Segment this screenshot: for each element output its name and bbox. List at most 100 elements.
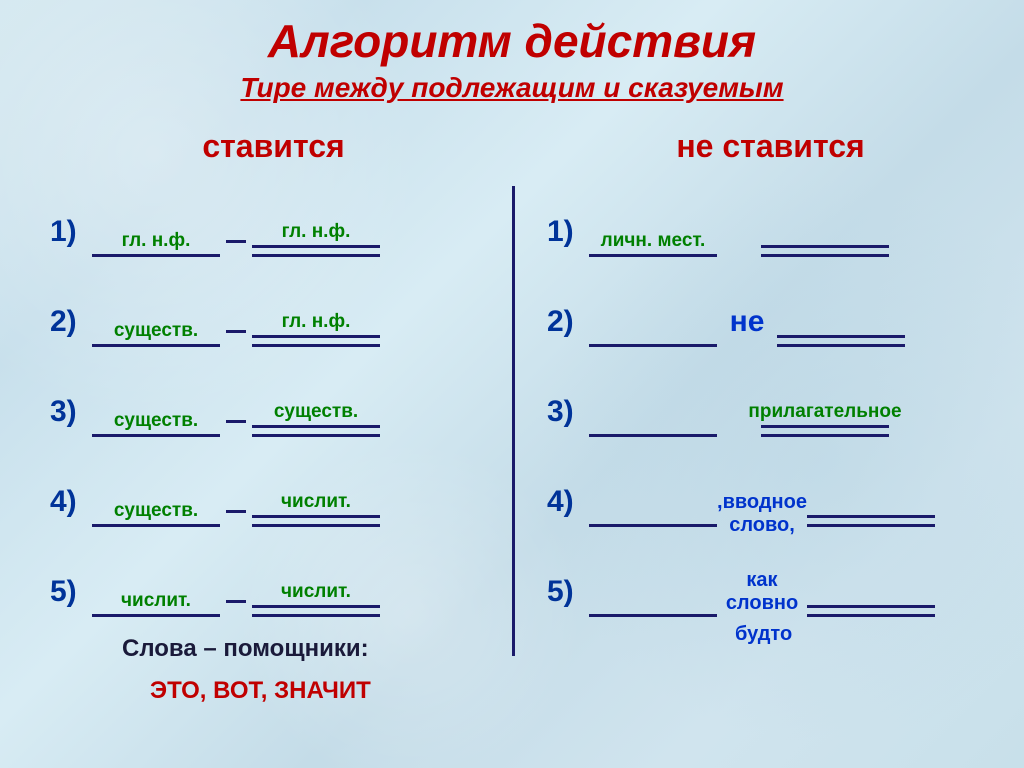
subject-cell: существ. <box>92 500 220 527</box>
dash-cell <box>220 319 252 347</box>
predicate-label: существ. <box>274 401 358 423</box>
predicate-underline <box>761 425 889 437</box>
middle-cell: каксловно <box>717 569 807 617</box>
left-row: 1) гл. н.ф. гл. н.ф. <box>50 179 497 257</box>
dash-mark <box>226 510 246 513</box>
helpers-block: Слова – помощники: ЭТО, ВОТ, ЗНАЧИТ <box>122 635 497 705</box>
subject-underline <box>92 344 220 347</box>
predicate-underline <box>252 515 380 527</box>
row-number: 2) <box>50 305 92 347</box>
predicate-cell <box>807 515 935 527</box>
left-row: 4)существ. числит. <box>50 449 497 527</box>
subject-cell <box>589 614 717 617</box>
subject-underline <box>92 614 220 617</box>
row-number: 4) <box>50 485 92 527</box>
middle-cell: ,вводноеслово, <box>717 491 807 539</box>
predicate-cell: числит. <box>252 491 380 527</box>
subject-underline <box>589 524 717 527</box>
left-head: ставится <box>50 128 497 165</box>
right-row: 4),вводноеслово, <box>547 449 994 527</box>
columns-wrap: ставится 1) гл. н.ф. гл. н.ф. 2) существ. гл.… <box>0 128 1024 705</box>
left-row: 5) числит. числит. <box>50 539 497 617</box>
row-number: 2) <box>547 305 589 347</box>
row-number: 1) <box>547 215 589 257</box>
predicate-cell: числит. <box>252 581 380 617</box>
predicate-underline <box>252 605 380 617</box>
row-number: 5) <box>547 575 589 617</box>
predicate-label: числит. <box>281 491 351 513</box>
dash-cell <box>220 409 252 437</box>
predicate-underline <box>252 245 380 257</box>
subject-underline <box>92 254 220 257</box>
predicate-underline <box>807 515 935 527</box>
subject-underline <box>589 254 717 257</box>
middle-text: слово, <box>729 514 795 537</box>
middle-cell: не <box>717 305 777 347</box>
dash-cell <box>220 229 252 257</box>
left-row: 2) существ. гл. н.ф. <box>50 269 497 347</box>
helpers-title: Слова – помощники: <box>122 635 497 663</box>
predicate-cell <box>777 335 905 347</box>
row-number: 4) <box>547 485 589 527</box>
row-number: 3) <box>50 395 92 437</box>
dash-mark <box>226 420 246 423</box>
predicate-label: числит. <box>281 581 351 603</box>
predicate-underline <box>807 605 935 617</box>
predicate-label: гл. н.ф. <box>282 311 351 333</box>
middle-text: ,вводное <box>717 491 807 514</box>
subject-cell <box>589 434 717 437</box>
left-row: 3) существ. существ. <box>50 359 497 437</box>
subject-cell: личн. мест. <box>589 230 717 257</box>
predicate-underline <box>252 425 380 437</box>
dash-mark <box>226 240 246 243</box>
predicate-cell <box>761 245 889 257</box>
main-title: Алгоритм действия <box>0 0 1024 68</box>
predicate-cell: прилагательное <box>761 401 889 437</box>
subject-label: существ. <box>114 410 198 432</box>
right-row: 1) личн. мест. <box>547 179 994 257</box>
subject-label: личн. мест. <box>601 230 706 252</box>
predicate-cell: гл. н.ф. <box>252 311 380 347</box>
subject-cell: числит. <box>92 590 220 617</box>
subtitle: Тире между подлежащим и сказуемым <box>0 72 1024 104</box>
predicate-cell: гл. н.ф. <box>252 221 380 257</box>
right-head: не ставится <box>547 128 994 165</box>
row-number: 5) <box>50 575 92 617</box>
subject-label: существ. <box>114 320 198 342</box>
predicate-cell <box>807 605 935 617</box>
predicate-label: гл. н.ф. <box>282 221 351 243</box>
subject-underline <box>92 434 220 437</box>
middle-text: словно <box>726 592 798 615</box>
predicate-underline <box>777 335 905 347</box>
predicate-underline <box>252 335 380 347</box>
middle-text: не <box>730 305 765 345</box>
middle-cell <box>717 435 761 437</box>
subject-underline <box>589 344 717 347</box>
right-column: не ставится 1) личн. мест. 2) не 3) прилагате… <box>517 128 994 705</box>
subject-label: гл. н.ф. <box>122 230 191 252</box>
row-number: 3) <box>547 395 589 437</box>
subject-underline <box>92 524 220 527</box>
subject-cell <box>589 524 717 527</box>
subject-cell <box>589 344 717 347</box>
subject-cell: гл. н.ф. <box>92 230 220 257</box>
helpers-words: ЭТО, ВОТ, ЗНАЧИТ <box>150 677 497 705</box>
row-number: 1) <box>50 215 92 257</box>
dash-mark <box>226 330 246 333</box>
right-row: 5) каксловно <box>547 539 994 617</box>
middle-text: как <box>746 569 777 592</box>
left-column: ставится 1) гл. н.ф. гл. н.ф. 2) существ. гл.… <box>50 128 517 705</box>
dash-cell <box>220 499 252 527</box>
subject-cell: существ. <box>92 410 220 437</box>
dash-mark <box>226 600 246 603</box>
trailing-text: будто <box>735 623 994 646</box>
subject-underline <box>589 614 717 617</box>
subject-underline <box>589 434 717 437</box>
middle-cell <box>717 255 761 257</box>
subject-cell: существ. <box>92 320 220 347</box>
predicate-cell: существ. <box>252 401 380 437</box>
predicate-underline <box>761 245 889 257</box>
right-row: 3) прилагательное <box>547 359 994 437</box>
subject-label: числит. <box>121 590 191 612</box>
predicate-label: прилагательное <box>748 401 901 423</box>
